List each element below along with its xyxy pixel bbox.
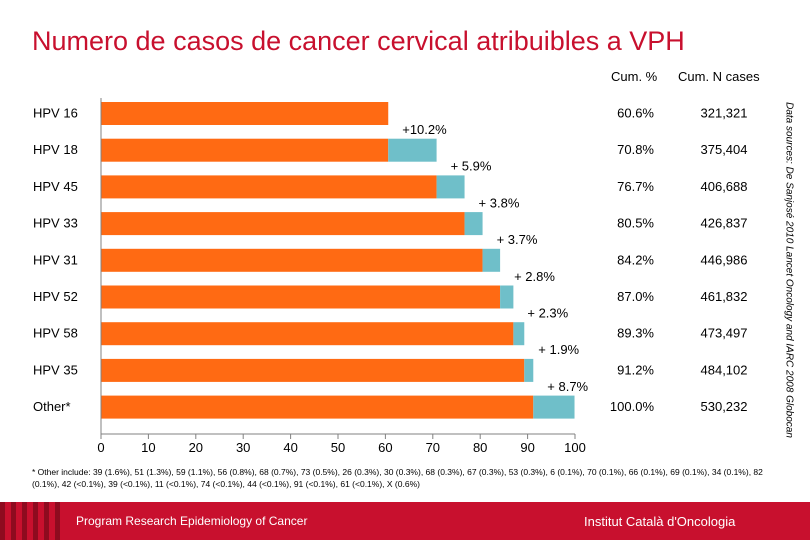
cum-pct-value: 89.3% xyxy=(617,326,654,341)
increment-label: + 2.3% xyxy=(527,306,568,321)
increment-label: + 3.8% xyxy=(479,195,520,210)
cum-pct-value: 87.0% xyxy=(617,289,654,304)
footer-stripes xyxy=(0,502,66,540)
category-label: HPV 18 xyxy=(33,142,78,157)
chart-title: Numero de casos de cancer cervical atrib… xyxy=(32,26,685,56)
increment-label: +10.2% xyxy=(402,122,447,137)
x-tick-label: 70 xyxy=(426,440,440,455)
cum-pct-value: 60.6% xyxy=(617,106,654,121)
cum-n-value: 446,986 xyxy=(701,252,748,267)
bar-base xyxy=(101,395,534,419)
footnote: * Other include: 39 (1.6%), 51 (1.3%), 5… xyxy=(32,467,763,489)
bar-increment xyxy=(513,322,525,346)
increment-label: + 5.9% xyxy=(451,159,492,174)
bar-increment xyxy=(524,358,534,382)
x-tick-label: 10 xyxy=(141,440,155,455)
cum-pct-value: 91.2% xyxy=(617,362,654,377)
bar-base xyxy=(101,322,514,346)
category-label: HPV 31 xyxy=(33,252,78,267)
x-tick-label: 0 xyxy=(97,440,104,455)
footer-program: Program Research Epidemiology of Cancer xyxy=(76,514,308,528)
cum-pct-value: 80.5% xyxy=(617,216,654,231)
bar-increment xyxy=(464,212,483,236)
cum-n-value: 406,688 xyxy=(701,179,748,194)
increment-label: + 8.7% xyxy=(547,379,588,394)
bar-increment xyxy=(533,395,575,419)
bar-increment xyxy=(388,138,437,162)
category-label: HPV 52 xyxy=(33,289,78,304)
cum-pct-header: Cum. % xyxy=(611,69,658,84)
bar-increment xyxy=(500,285,514,309)
cum-n-header: Cum. N cases xyxy=(678,69,760,84)
cum-pct-value: 84.2% xyxy=(617,252,654,267)
category-label: Other* xyxy=(33,399,71,414)
category-label: HPV 16 xyxy=(33,106,78,121)
x-tick-label: 50 xyxy=(331,440,345,455)
bar-base xyxy=(101,102,389,125)
cum-n-value: 484,102 xyxy=(701,362,748,377)
bar-increment xyxy=(436,175,465,199)
bar-base xyxy=(101,175,437,199)
cum-n-value: 530,232 xyxy=(701,399,748,414)
cum-pct-value: 100.0% xyxy=(610,399,655,414)
cum-n-value: 426,837 xyxy=(701,216,748,231)
category-label: HPV 58 xyxy=(33,326,78,341)
category-label: HPV 33 xyxy=(33,216,78,231)
cum-pct-value: 70.8% xyxy=(617,142,654,157)
x-tick-label: 100 xyxy=(564,440,586,455)
category-label: HPV 45 xyxy=(33,179,78,194)
bar-base xyxy=(101,285,501,309)
x-tick-label: 30 xyxy=(236,440,250,455)
bar-base xyxy=(101,358,525,382)
increment-label: + 1.9% xyxy=(538,342,579,357)
cum-pct-value: 76.7% xyxy=(617,179,654,194)
bar-base xyxy=(101,138,389,162)
footer-institution: Institut Català d'Oncologia xyxy=(584,514,736,529)
bar-base xyxy=(101,212,465,236)
stacked-bar-chart: HPV 16 60.6% 321,321 +10.2% HPV 18 70.8% 375,4… xyxy=(33,98,748,455)
x-tick-label: 80 xyxy=(473,440,487,455)
footer-bar: Program Research Epidemiology of Cancer … xyxy=(0,502,810,540)
bar-increment xyxy=(482,248,501,272)
category-label: HPV 35 xyxy=(33,362,78,377)
data-sources-note: Data sources: De Sanjosé 2010 Lancet Onc… xyxy=(783,102,795,438)
cum-n-value: 473,497 xyxy=(701,326,748,341)
cum-n-value: 321,321 xyxy=(701,106,748,121)
x-tick-label: 20 xyxy=(189,440,203,455)
increment-label: + 3.7% xyxy=(497,232,538,247)
x-tick-label: 40 xyxy=(283,440,297,455)
x-tick-label: 90 xyxy=(520,440,534,455)
bar-base xyxy=(101,248,483,272)
cum-n-value: 461,832 xyxy=(701,289,748,304)
cum-n-value: 375,404 xyxy=(701,142,748,157)
increment-label: + 2.8% xyxy=(514,269,555,284)
x-tick-label: 60 xyxy=(378,440,392,455)
